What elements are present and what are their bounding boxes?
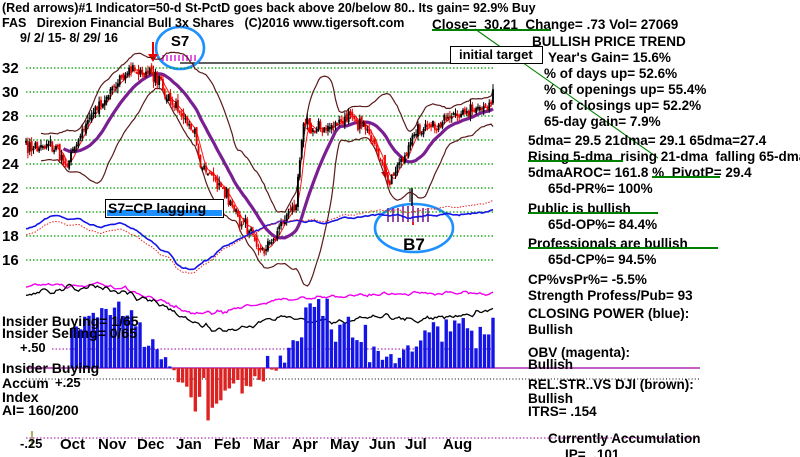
svg-text:B7: B7 [403, 235, 425, 254]
svg-text:S7: S7 [171, 33, 189, 50]
